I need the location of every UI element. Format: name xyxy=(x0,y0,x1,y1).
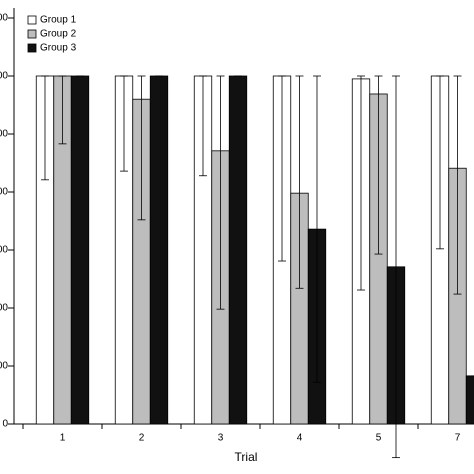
y-tick-label: 0 xyxy=(2,419,8,430)
legend-swatch xyxy=(27,29,37,39)
bar xyxy=(228,75,248,425)
bar xyxy=(70,75,90,425)
y-tick-label: 500 xyxy=(0,129,8,140)
y-tick-label: 400 xyxy=(0,187,8,198)
x-tick-label: 4 xyxy=(297,433,303,444)
y-tick-label: 300 xyxy=(0,245,8,256)
bar xyxy=(149,75,169,425)
x-tick-label: 5 xyxy=(376,433,382,444)
x-tick-label: 7 xyxy=(455,433,461,444)
legend-label: Group 1 xyxy=(40,15,77,26)
x-tick-label: 2 xyxy=(139,433,145,444)
legend-label: Group 2 xyxy=(40,29,77,40)
bar xyxy=(465,375,474,425)
legend-swatch xyxy=(27,15,37,25)
x-tick-label: 1 xyxy=(60,433,66,444)
x-axis-label: Trial xyxy=(235,450,258,464)
x-tick-label: 3 xyxy=(218,433,224,444)
y-tick-label: 700 xyxy=(0,13,8,24)
legend-label: Group 3 xyxy=(40,43,77,54)
y-tick-label: 200 xyxy=(0,303,8,314)
y-tick-label: 100 xyxy=(0,361,8,372)
y-tick-label: 600 xyxy=(0,71,8,82)
legend-swatch xyxy=(27,43,37,53)
